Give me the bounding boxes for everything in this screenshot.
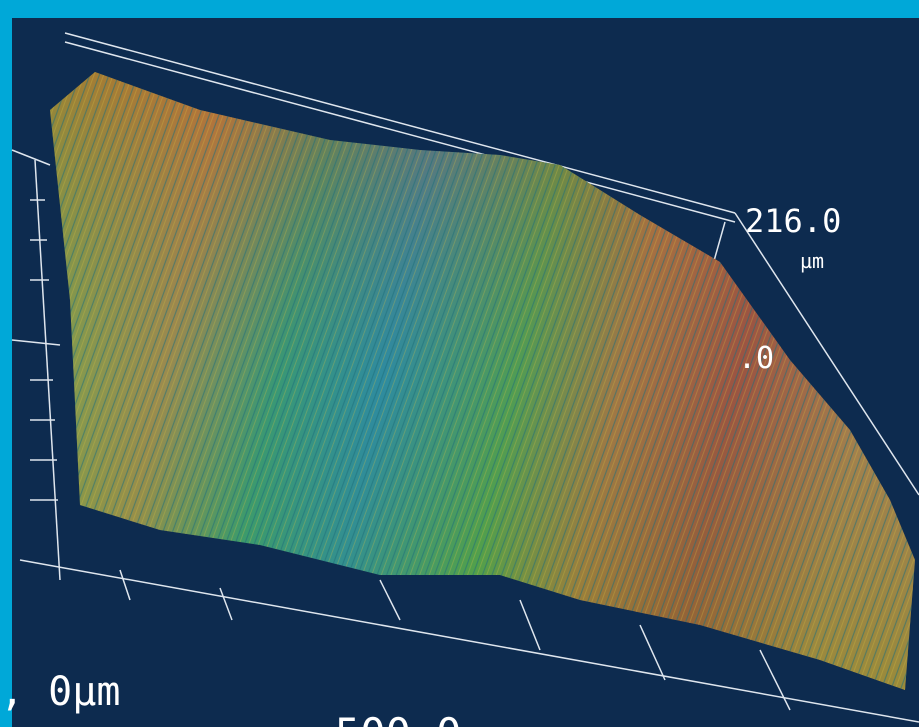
x-label: 500.0 (335, 709, 461, 727)
origin-label: , 0µm (0, 669, 120, 715)
mid-label: .0 (738, 341, 774, 376)
z-unit-label: µm (800, 249, 824, 273)
z-max-label: 216.0 (745, 202, 841, 240)
profilometer-view: 216.0 µm .0 , 0µm 500.0 (0, 0, 919, 727)
